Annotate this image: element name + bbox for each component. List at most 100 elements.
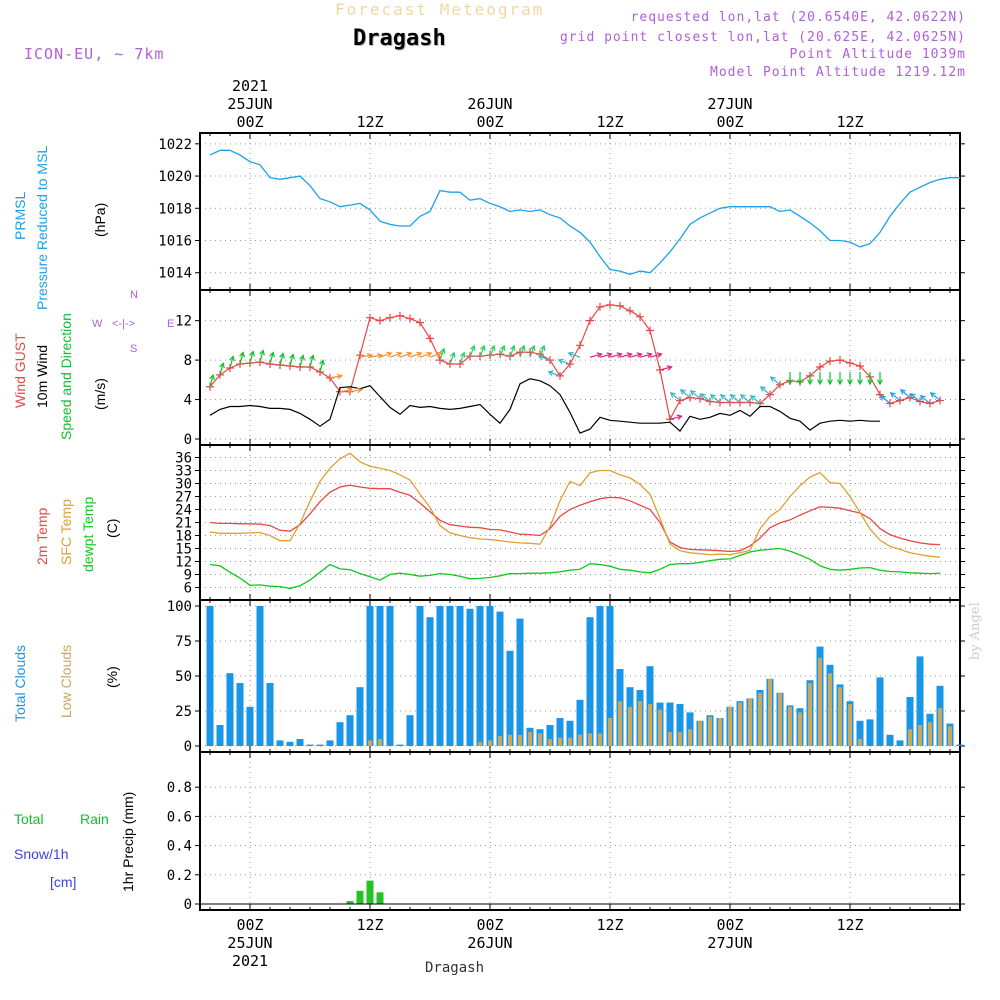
- low-clouds-bar: [728, 706, 732, 746]
- wind-dir-arrow: [837, 371, 843, 386]
- total-clouds-bar: [286, 741, 294, 746]
- total-clouds-bar: [886, 734, 894, 746]
- gust-marker: [386, 313, 394, 322]
- wind-dir-head: [529, 344, 536, 351]
- wind-dir-head: [269, 351, 275, 358]
- y-tick-label: 36: [175, 451, 192, 467]
- t2m-line: [209, 484, 941, 553]
- wind-unit-label: (m/s): [92, 378, 108, 410]
- total-clouds-bar: [356, 687, 364, 746]
- credit-label: by Angel: [968, 602, 983, 660]
- wind-dir-arrow: [857, 371, 863, 386]
- wind-dir-arrow: [339, 387, 354, 394]
- gust-marker: [306, 363, 314, 372]
- wind-dir-arrow: [529, 344, 536, 358]
- wind-dir-shaft: [568, 352, 581, 358]
- wind-dir-head: [616, 352, 623, 358]
- dew-label: dewpt Temp: [80, 496, 96, 572]
- wind-dir-head: [279, 352, 285, 359]
- y-tick-label: 15: [175, 542, 192, 558]
- wind10-line: [209, 378, 880, 434]
- gust-marker: [426, 334, 434, 343]
- wind-dir-shaft: [399, 352, 412, 358]
- total-clouds-bar: [486, 606, 494, 746]
- low-clouds-bar: [668, 732, 672, 746]
- wind-dir-head: [676, 414, 683, 421]
- low-clouds-bar: [808, 683, 812, 746]
- low-clouds-bar: [528, 732, 532, 746]
- y-tick-label: 0: [184, 739, 192, 755]
- bottom-time-label: 12Z: [356, 916, 383, 934]
- low-clouds-bar: [618, 701, 622, 746]
- low-clouds-bar: [478, 741, 482, 746]
- wind-dir-shaft: [429, 352, 442, 358]
- wind-dir-arrow: [209, 373, 215, 387]
- gust-marker: [896, 396, 904, 405]
- wind-dir-head: [689, 390, 696, 396]
- wind-dir-arrow: [479, 344, 486, 358]
- gust-marker: [216, 370, 224, 379]
- low-clouds-bar: [818, 657, 822, 746]
- wind-dir-shaft: [229, 356, 234, 369]
- bottom-time-label: 12Z: [836, 916, 863, 934]
- wind-dir-head: [289, 353, 295, 360]
- top-time-label: 25JUN: [227, 95, 272, 113]
- wind-dir-arrow: [279, 352, 285, 366]
- y-tick-label: 1018: [158, 201, 192, 217]
- top-time-label: 27JUN: [707, 95, 752, 113]
- low-clouds-bar: [588, 733, 592, 746]
- gust-marker: [396, 311, 404, 320]
- wind-dir-head: [837, 379, 843, 386]
- low-clouds-bar: [748, 698, 752, 746]
- total-clouds-bar: [276, 740, 284, 746]
- precip-total-label: Total: [14, 811, 44, 827]
- low-clouds-bar: [928, 722, 932, 746]
- wind-dir-shaft: [639, 353, 652, 358]
- wind-dir-shaft: [900, 389, 911, 399]
- total-clouds-bar: [456, 606, 464, 746]
- gust-marker: [366, 313, 374, 322]
- wind-dir-head: [909, 393, 916, 399]
- y-tick-label: 1016: [158, 234, 192, 250]
- low-clouds-bar: [908, 729, 912, 746]
- total-clouds-bar: [256, 606, 264, 746]
- y-tick-label: 6: [184, 581, 192, 597]
- precip-axis-label: 1hr Precip (mm): [120, 791, 136, 892]
- wind-dir-head: [919, 394, 926, 401]
- panel-frame: [199, 132, 961, 291]
- wind-dir-head: [679, 389, 686, 395]
- wind-dir-arrow: [589, 352, 603, 358]
- wind-dir-shaft: [259, 350, 264, 363]
- wind-dir-arrow: [797, 371, 803, 386]
- y-tick-label: 21: [175, 516, 192, 532]
- low-clouds-bar: [758, 692, 762, 746]
- wind-dir-arrow: [299, 354, 305, 368]
- wind-dir-shaft: [329, 375, 342, 379]
- wind-dir-arrow: [787, 371, 793, 386]
- total-clouds-bar: [396, 744, 404, 746]
- wind-dir-arrow: [879, 394, 891, 404]
- wind-dir-shaft: [239, 352, 244, 365]
- top-time-label: 00Z: [476, 113, 503, 131]
- y-tick-label: 4: [184, 393, 192, 409]
- gust-marker: [836, 356, 844, 365]
- total-clouds-bar: [596, 606, 604, 746]
- wind-dir-arrow: [249, 350, 255, 364]
- y-tick-label: 1020: [158, 169, 192, 185]
- wind-dir-head: [537, 354, 544, 361]
- wind-dir-shaft: [489, 345, 495, 358]
- wind-dir-shaft: [219, 363, 224, 376]
- wind-dir-shaft: [619, 353, 632, 358]
- wind-dir-head: [626, 352, 633, 358]
- low-clouds-bar: [538, 733, 542, 746]
- low-clouds-bar: [788, 706, 792, 746]
- wind-dir-head: [857, 379, 863, 386]
- wind-dir-shaft: [349, 388, 362, 393]
- bottom-time-label: 00Z: [716, 916, 743, 934]
- snow-unit-label: [cm]: [50, 874, 77, 890]
- total-clouds-bar: [246, 706, 254, 746]
- wind-dir-arrow: [369, 352, 384, 359]
- wind-dir-head: [797, 379, 803, 386]
- total-clouds-bar: [916, 656, 924, 746]
